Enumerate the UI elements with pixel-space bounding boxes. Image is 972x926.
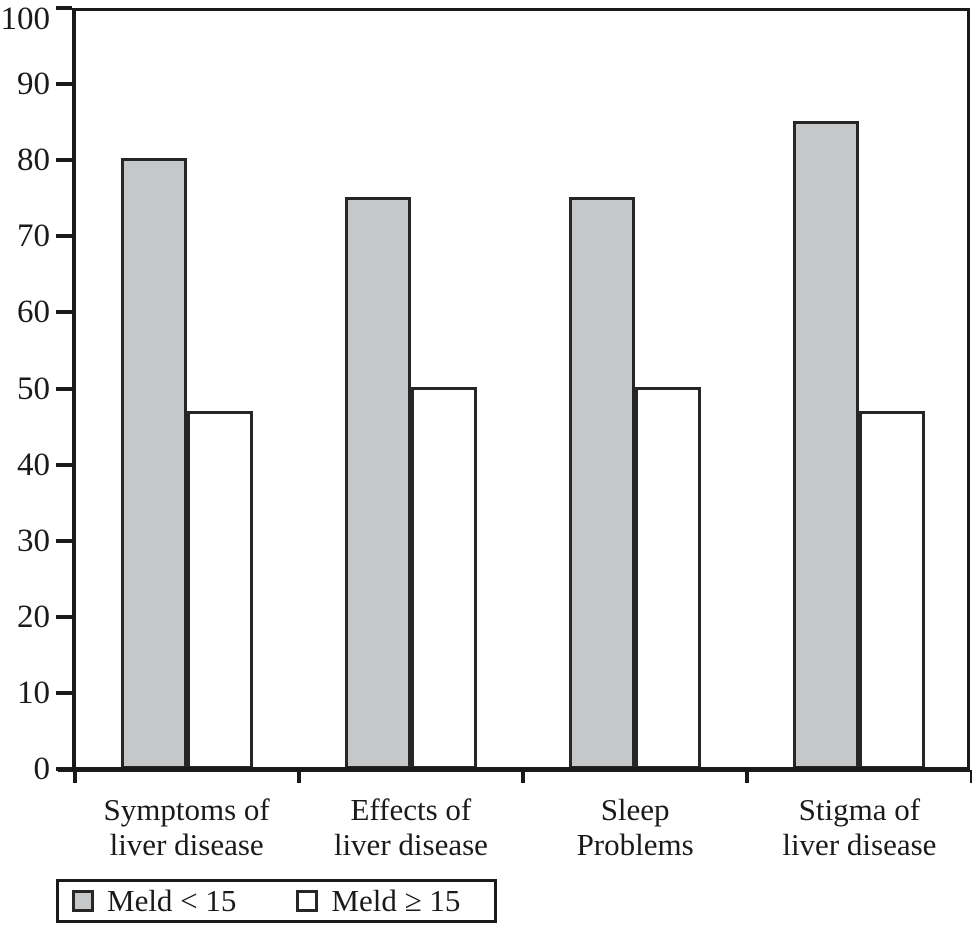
category-label-line: liver disease — [782, 827, 937, 862]
category-label-0: Symptoms of liver disease — [72, 792, 302, 862]
y-tick-20 — [56, 614, 72, 619]
y-tick-40 — [56, 462, 72, 467]
y-tick-90 — [56, 82, 72, 87]
bar-series1-cat3 — [859, 411, 926, 769]
category-label-line: liver disease — [333, 827, 488, 862]
legend-label-meld-lt-15: Meld < 15 — [107, 883, 237, 918]
y-tick-label-70: 70 — [17, 218, 50, 255]
y-tick-label-80: 80 — [17, 142, 50, 179]
y-tick-80 — [56, 158, 72, 163]
legend: Meld < 15 Meld ≥ 15 — [56, 879, 497, 923]
category-label-line: Problems — [576, 827, 694, 862]
bar-series1-cat0 — [186, 411, 253, 769]
x-axis-line — [58, 767, 970, 772]
y-tick-100 — [56, 6, 72, 10]
category-label-line: Symptoms of — [103, 792, 270, 827]
x-tick-0 — [72, 770, 77, 783]
y-tick-70 — [56, 234, 72, 239]
y-tick-label-40: 40 — [17, 446, 50, 483]
x-tick-3 — [745, 770, 750, 783]
legend-swatch-meld-ge-15 — [296, 890, 319, 912]
plot-top-border — [72, 8, 970, 11]
y-tick-label-20: 20 — [17, 598, 50, 635]
y-tick-label-10: 10 — [17, 674, 50, 711]
category-label-2: Sleep Problems — [520, 792, 750, 862]
bar-series0-cat0 — [120, 158, 187, 769]
y-tick-label-30: 30 — [17, 522, 50, 559]
x-tick-4 — [969, 770, 972, 783]
y-tick-30 — [56, 538, 72, 543]
y-tick-50 — [56, 386, 72, 391]
y-tick-label-60: 60 — [17, 294, 50, 331]
y-tick-label-50: 50 — [17, 370, 50, 407]
bar-series0-cat3 — [793, 121, 860, 769]
bar-series0-cat1 — [344, 197, 411, 769]
bar-series1-cat1 — [410, 387, 477, 769]
y-tick-60 — [56, 310, 72, 315]
category-label-line: liver disease — [109, 827, 264, 862]
bar-series0-cat2 — [569, 197, 636, 769]
legend-swatch-meld-lt-15 — [72, 890, 94, 912]
category-label-3: Stigma of liver disease — [744, 792, 972, 862]
category-label-line: Sleep — [600, 792, 670, 827]
category-label-1: Effects of liver disease — [296, 792, 526, 862]
plot-right-border — [967, 8, 970, 772]
x-tick-1 — [296, 770, 301, 783]
y-tick-label-100: 100 — [0, 1, 51, 37]
bar-series1-cat2 — [635, 387, 702, 769]
y-tick-label-0: 0 — [33, 751, 51, 787]
category-label-line: Stigma of — [798, 792, 921, 827]
y-axis-line — [72, 8, 76, 772]
category-label-line: Effects of — [350, 792, 472, 827]
y-tick-10 — [56, 690, 72, 695]
x-tick-2 — [521, 770, 525, 783]
legend-label-meld-ge-15: Meld ≥ 15 — [331, 883, 461, 918]
y-tick-label-90: 90 — [17, 66, 50, 103]
